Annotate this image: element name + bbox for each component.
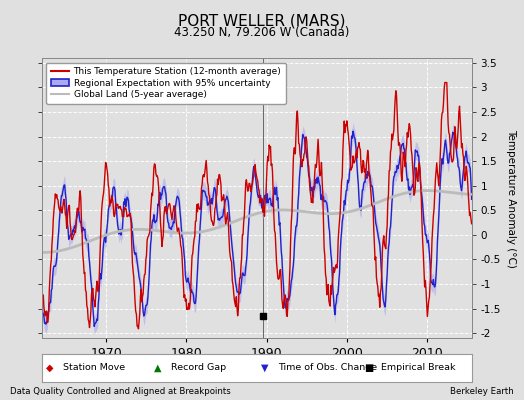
- Text: ▲: ▲: [154, 363, 161, 373]
- Text: 43.250 N, 79.206 W (Canada): 43.250 N, 79.206 W (Canada): [174, 26, 350, 39]
- Text: PORT WELLER (MARS): PORT WELLER (MARS): [178, 14, 346, 29]
- Text: ▼: ▼: [261, 363, 269, 373]
- Text: Station Move: Station Move: [63, 364, 126, 372]
- Text: Data Quality Controlled and Aligned at Breakpoints: Data Quality Controlled and Aligned at B…: [10, 387, 231, 396]
- Text: Time of Obs. Change: Time of Obs. Change: [278, 364, 377, 372]
- Legend: This Temperature Station (12-month average), Regional Expectation with 95% uncer: This Temperature Station (12-month avera…: [47, 62, 286, 104]
- Y-axis label: Temperature Anomaly (°C): Temperature Anomaly (°C): [507, 128, 517, 268]
- Text: Record Gap: Record Gap: [171, 364, 226, 372]
- Text: ◆: ◆: [46, 363, 54, 373]
- Text: Empirical Break: Empirical Break: [381, 364, 456, 372]
- Text: ■: ■: [364, 363, 374, 373]
- Text: Berkeley Earth: Berkeley Earth: [450, 387, 514, 396]
